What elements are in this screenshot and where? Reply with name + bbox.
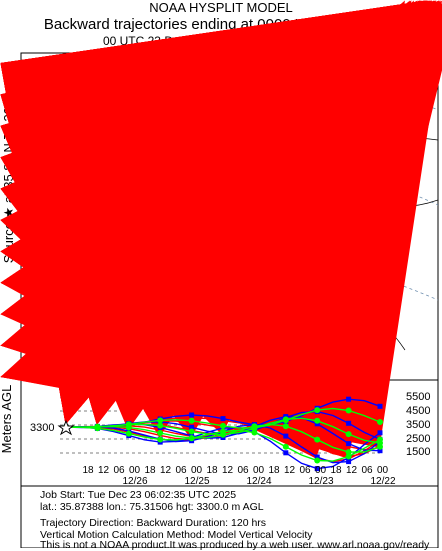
hour-tick: 12 — [222, 465, 234, 476]
vertical-profile-layer — [1, 1, 442, 472]
trajectory-point — [157, 417, 163, 423]
trajectory-point — [378, 430, 383, 435]
trajectory-point — [220, 429, 226, 435]
trajectory-point — [314, 418, 320, 424]
date-tick: 12/23 — [308, 476, 333, 487]
trajectory-point — [94, 425, 100, 431]
trajectory-point — [314, 458, 320, 464]
job-start-text: Job Start: Tue Dec 23 06:02:35 UTC 2025 — [40, 489, 236, 501]
hour-tick: 06 — [237, 465, 249, 476]
height-tick: 2500 — [406, 433, 430, 445]
height-tick: 5500 — [406, 391, 430, 403]
hour-tick: 18 — [144, 465, 156, 476]
height-tick-labels: 5500 4500 3500 2500 1500 — [406, 391, 430, 458]
trajectory-point — [283, 423, 289, 429]
trajectory-point — [346, 421, 351, 426]
trajectory-point — [283, 416, 289, 422]
hour-tick: 06 — [113, 465, 125, 476]
trajectory-point — [157, 430, 163, 436]
trajectory-point — [378, 404, 383, 409]
trajectory-point — [346, 431, 352, 437]
direction-text: Trajectory Direction: Backward Duration:… — [40, 517, 266, 529]
trajectory-point — [314, 407, 320, 413]
trajectory-point — [283, 434, 288, 439]
height-tick: 4500 — [406, 405, 430, 417]
trajectory-point — [283, 444, 289, 450]
hour-tick: 18 — [330, 465, 342, 476]
date-tick: 12/24 — [246, 476, 271, 487]
trajectory-point — [283, 450, 288, 455]
hour-tick: 12 — [284, 465, 296, 476]
hour-tick: 00 — [191, 465, 203, 476]
trajectory-point — [189, 429, 195, 435]
hour-tick: 12 — [160, 465, 172, 476]
trajectory-point — [157, 437, 163, 443]
trajectory-point — [251, 430, 257, 436]
trajectory-point — [346, 454, 352, 460]
date-tick: 12/26 — [122, 476, 147, 487]
trajectory-point — [346, 441, 351, 446]
trajectory-point — [189, 435, 195, 441]
trajectory-point — [220, 423, 226, 429]
trajectory-point — [189, 413, 194, 418]
date-tick: 12/22 — [370, 476, 395, 487]
trajectory-point — [346, 397, 351, 402]
trajectory-point — [157, 423, 163, 429]
trajectory-point — [377, 444, 383, 450]
trajectory-point — [377, 437, 383, 443]
trajectory-point — [377, 419, 383, 425]
hour-tick: 06 — [361, 465, 373, 476]
hour-tick: 18 — [268, 465, 280, 476]
hour-tick: 00 — [129, 465, 141, 476]
hour-tick: 12 — [98, 465, 110, 476]
height-tick: 3500 — [406, 419, 430, 431]
hour-tick: 00 — [377, 465, 389, 476]
hour-tick: 06 — [175, 465, 187, 476]
trajectory-point — [126, 431, 132, 437]
disclaimer-text: This is not a NOAA product.It was produc… — [40, 539, 429, 551]
trajectory-point — [126, 424, 132, 430]
hour-tick: 18 — [82, 465, 94, 476]
trajectory-point — [314, 437, 320, 443]
trajectory-point — [346, 408, 352, 414]
date-tick: 12/25 — [184, 476, 209, 487]
hour-tick: 06 — [299, 465, 311, 476]
hour-tick: 00 — [315, 465, 327, 476]
trajectory-point — [189, 418, 195, 424]
hour-tick: 12 — [346, 465, 358, 476]
trajectory-point — [221, 416, 226, 421]
trajectory-point — [251, 423, 257, 429]
hour-tick: 00 — [253, 465, 265, 476]
location-text: lat.: 35.87388 lon.: 75.31506 hgt: 3300.… — [40, 501, 264, 513]
start-height-label: 3300 — [30, 422, 54, 434]
height-tick: 1500 — [406, 446, 430, 458]
hour-tick: 18 — [206, 465, 218, 476]
